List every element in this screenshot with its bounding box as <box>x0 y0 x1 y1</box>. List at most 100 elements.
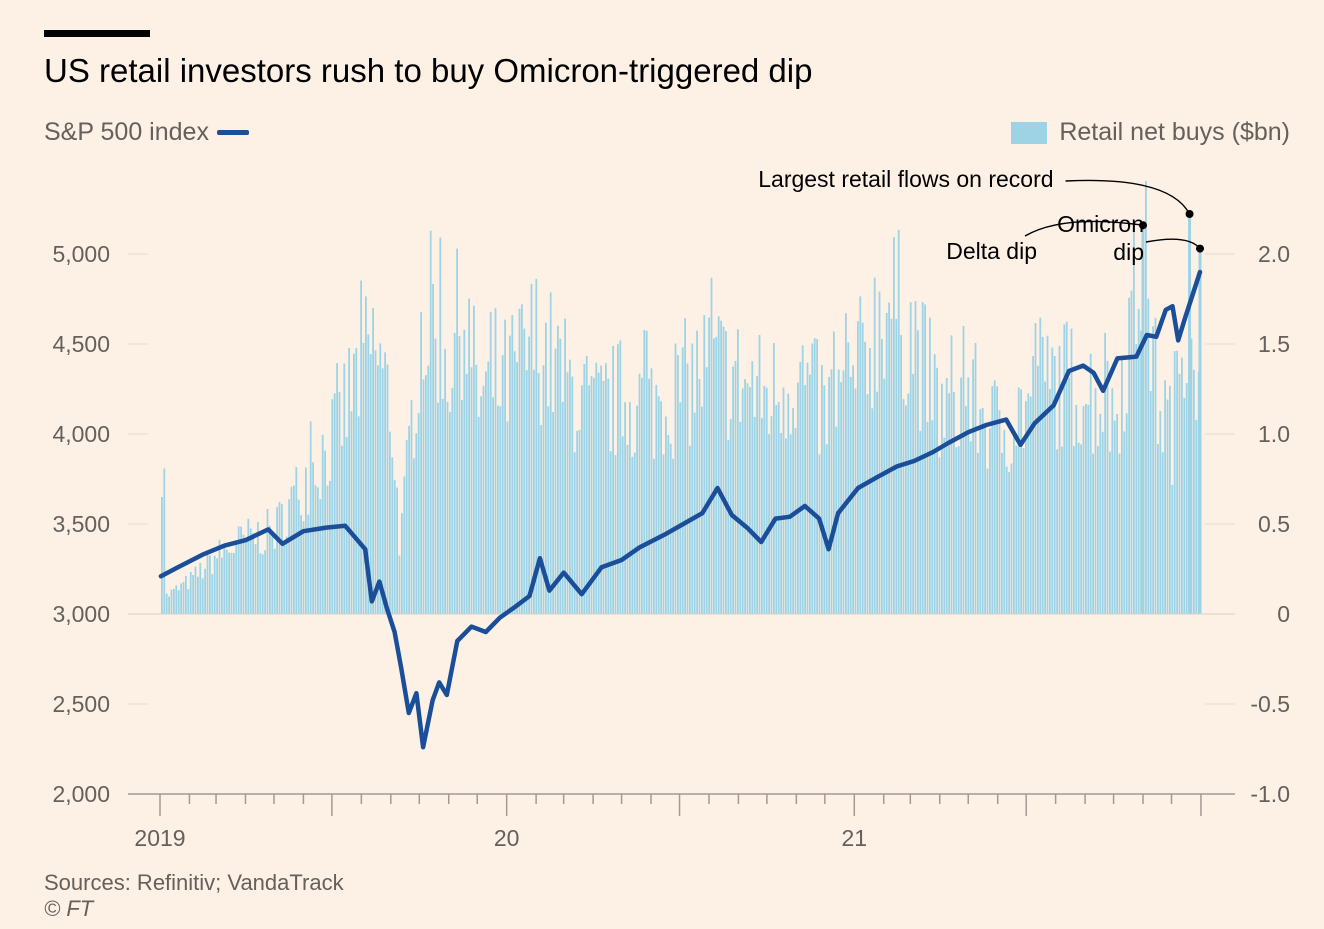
retail-bar <box>432 283 434 614</box>
retail-bar <box>257 522 259 614</box>
retail-bar <box>559 338 562 614</box>
retail-bar <box>377 365 379 614</box>
retail-bar <box>933 354 936 614</box>
retail-bar <box>521 304 523 614</box>
retail-bar <box>446 401 449 614</box>
retail-bar <box>216 558 218 614</box>
retail-bar <box>732 366 734 614</box>
retail-bar <box>465 373 468 614</box>
retail-bar <box>266 509 269 614</box>
retail-bar <box>545 322 547 614</box>
y-right-tick-label: 1.0 <box>1258 421 1290 447</box>
retail-bar <box>1015 445 1018 614</box>
retail-bar <box>888 302 890 614</box>
retail-bar <box>977 453 979 614</box>
retail-bar <box>576 430 578 614</box>
retail-bar <box>223 545 226 614</box>
retail-bar <box>187 589 190 614</box>
retail-bar <box>710 277 713 614</box>
retail-bar <box>473 305 475 614</box>
retail-bar <box>1101 431 1104 614</box>
retail-bar <box>218 539 221 614</box>
retail-bar <box>878 291 881 614</box>
retail-bar <box>324 450 326 614</box>
copyright-note: © FT <box>44 896 94 921</box>
retail-bar <box>535 278 538 614</box>
retail-bar <box>626 444 629 614</box>
annotation-record-dot <box>1185 210 1194 218</box>
retail-bar <box>751 361 754 614</box>
retail-bar <box>744 379 746 614</box>
retail-bar <box>319 499 322 614</box>
retail-bar <box>213 555 216 614</box>
y-left-tick-label: 4,000 <box>52 421 110 447</box>
retail-bar <box>204 568 206 614</box>
retail-bar <box>722 326 725 614</box>
retail-bar <box>828 376 830 614</box>
retail-bar <box>638 373 641 614</box>
retail-bar <box>650 368 653 614</box>
retail-bar <box>950 335 953 614</box>
retail-bar <box>439 237 442 614</box>
retail-bar-highlight <box>1188 218 1192 614</box>
retail-bar <box>672 458 674 614</box>
retail-bar <box>981 407 984 614</box>
retail-bar <box>225 549 228 614</box>
retail-bar <box>612 346 614 614</box>
retail-bar <box>787 393 790 614</box>
retail-bar <box>1022 448 1025 614</box>
retail-bar <box>912 373 914 614</box>
legend-sp500-label: S&P 500 index <box>44 118 209 146</box>
retail-bar <box>273 548 276 614</box>
retail-bar <box>919 430 922 614</box>
retail-bar <box>372 308 374 614</box>
retail-bar <box>189 571 192 614</box>
annotation-omicron-dot <box>1196 244 1204 253</box>
retail-bar <box>969 441 972 614</box>
retail-bar <box>686 363 689 614</box>
retail-bar <box>768 434 770 614</box>
retail-bar <box>571 376 574 614</box>
retail-bar <box>288 499 290 614</box>
retail-bar <box>607 378 610 614</box>
retail-bar <box>660 401 662 614</box>
retail-bar <box>818 454 821 614</box>
retail-bar <box>321 434 324 614</box>
retail-bar <box>597 372 600 614</box>
retail-bar <box>357 416 360 614</box>
retail-bar <box>338 391 341 614</box>
retail-bar <box>914 301 917 614</box>
retail-bar <box>653 458 655 614</box>
retail-bar <box>585 355 588 614</box>
retail-bar <box>840 382 842 614</box>
retail-bar <box>998 410 1001 614</box>
y-left-tick-label: 3,000 <box>52 601 110 627</box>
retail-bar <box>782 387 785 614</box>
retail-bar <box>425 375 427 614</box>
retail-bar <box>1173 351 1176 614</box>
retail-bar <box>549 292 552 614</box>
retail-bar <box>1085 404 1087 614</box>
retail-bar <box>1104 332 1106 614</box>
retail-bar <box>665 416 667 614</box>
retail-bar <box>487 361 490 614</box>
retail-bar <box>384 352 386 614</box>
retail-bar <box>199 562 202 614</box>
retail-bar <box>657 396 660 614</box>
retail-bar <box>165 593 168 614</box>
retail-bar <box>537 373 540 614</box>
retail-bar <box>1147 298 1150 614</box>
retail-bar <box>264 550 266 614</box>
retail-bar <box>590 376 593 614</box>
sources-note: Sources: Refinitiv; VandaTrack <box>44 870 344 895</box>
retail-bar <box>293 485 295 614</box>
retail-bar <box>936 367 938 614</box>
retail-bar <box>1053 356 1056 614</box>
retail-bar <box>876 391 878 614</box>
retail-bar <box>873 277 876 614</box>
retail-bar <box>1049 389 1051 614</box>
retail-bar-highlight <box>1141 225 1145 614</box>
retail-bar <box>485 371 487 614</box>
retail-bar <box>717 316 720 614</box>
retail-bar <box>715 336 718 614</box>
